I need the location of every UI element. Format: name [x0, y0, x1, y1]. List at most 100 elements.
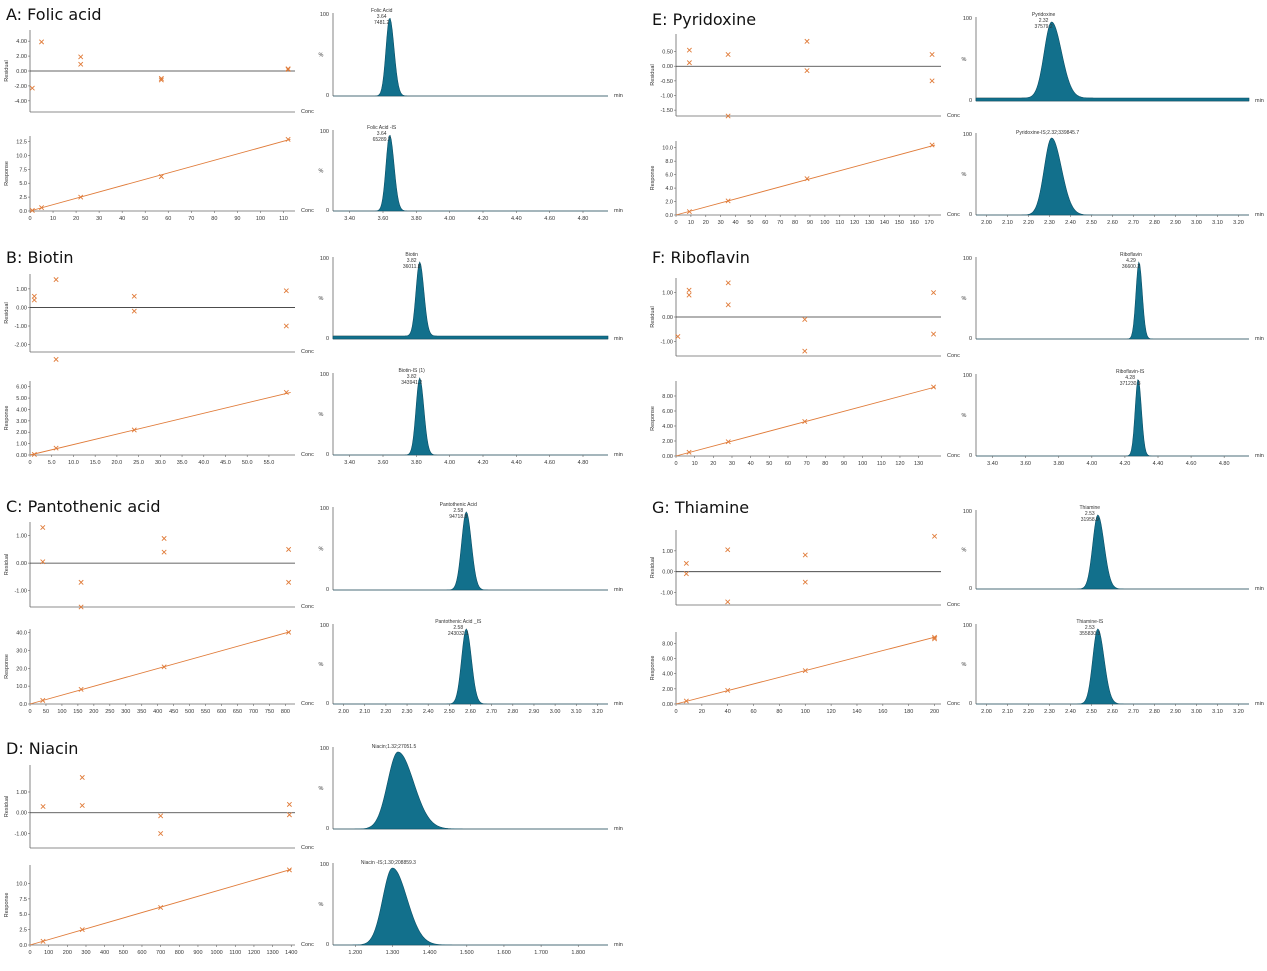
calibration-x-tick-label: 450 — [169, 709, 178, 715]
residual-y-tick-label: -2.00 — [14, 84, 27, 90]
calibration-x-tick-label: 15.0 — [90, 460, 101, 466]
chromatogram-peak — [333, 17, 608, 97]
chromatogram-100-label: 100 — [320, 12, 329, 18]
residual-y-tick-label: 1.00 — [662, 291, 673, 297]
chromatogram-x-tick-label: 3.00 — [1191, 709, 1202, 715]
chromatogram-x-tick-label: 2.50 — [444, 709, 455, 715]
calibration-x-tick-label: 500 — [119, 950, 128, 956]
chromatogram-peak-label: 3.64 — [377, 131, 387, 137]
chromatogram-x-tick-label: 3.20 — [1233, 709, 1244, 715]
calibration-x-tick-label: 10 — [50, 216, 56, 222]
chromatogram-time-unit: min — [1255, 453, 1264, 459]
calibration-x-tick-label: 900 — [193, 950, 202, 956]
calibration-x-tick-label: 800 — [175, 950, 184, 956]
chromatogram-x-tick-label: 2.70 — [1128, 709, 1139, 715]
chromatogram-time-unit: min — [614, 208, 623, 214]
calibration-point — [932, 636, 938, 642]
calibration-x-tick-label: 40 — [732, 220, 738, 226]
calibration-point — [932, 634, 938, 640]
residual-point — [78, 61, 84, 67]
chromatogram-peak-label: 343941.2 — [401, 380, 422, 386]
chromatogram-peak — [976, 137, 1249, 216]
residual-y-tick-label: 2.00 — [16, 54, 27, 60]
residual-point — [283, 288, 289, 294]
calibration-x-tick-label: 1000 — [210, 950, 222, 956]
chromatogram-0-label: 0 — [969, 212, 972, 218]
calibration-x-tick-label: 20.0 — [112, 460, 123, 466]
residual-point — [286, 546, 292, 552]
calibration-x-tick-label: 120 — [850, 220, 859, 226]
residual-point — [804, 38, 810, 44]
calibration-y-tick-label: 0.00 — [16, 453, 27, 459]
calibration-point — [40, 938, 46, 944]
chromatogram-peak-label: 243032.1 — [448, 631, 469, 637]
chromatogram-0-label: 0 — [326, 826, 329, 832]
chromatogram-peak — [333, 628, 608, 705]
chromatogram-x-tick-label: 2.50 — [1086, 709, 1097, 715]
calibration-point — [78, 686, 84, 692]
chromatogram-peak-label: Folic Acid -IS — [367, 125, 397, 131]
chromatogram-peak — [333, 867, 608, 946]
calibration-y-tick-label: 5.0 — [19, 181, 27, 187]
calibration-x-tick-label: 100 — [44, 950, 53, 956]
calibration-x-tick-label: 120 — [827, 709, 836, 715]
calibration-x-axis-label: Conc — [301, 452, 314, 458]
residual-point — [683, 560, 689, 566]
chromatogram-x-tick-label: 2.80 — [1149, 220, 1160, 226]
calibration-fit-line — [29, 631, 291, 705]
residual-point — [78, 579, 84, 585]
calibration-x-tick-label: 20 — [699, 709, 705, 715]
calibration-x-tick-label: 50 — [142, 216, 148, 222]
chromatogram-pct-label: % — [319, 412, 324, 418]
chromatogram-x-tick-label: 2.40 — [1065, 220, 1076, 226]
calibration-x-axis-label: Conc — [301, 942, 314, 948]
chromatogram-pct-label: % — [962, 172, 967, 178]
chromatogram-x-tick-label: 2.10 — [1002, 220, 1013, 226]
residual-point — [725, 113, 731, 119]
residual-point — [686, 47, 692, 53]
residual-point — [283, 323, 289, 329]
chromatogram-x-tick-label: 4.60 — [544, 460, 555, 466]
chromatogram-0-label: 0 — [969, 453, 972, 459]
chromatogram-peak-label: Riboflavin-IS — [1116, 369, 1145, 375]
residual-y-tick-label: -1.00 — [660, 94, 673, 100]
chromatogram-peak-label: Riboflavin — [1120, 252, 1142, 258]
residual-y-tick-label: 0.00 — [16, 811, 27, 817]
chromatogram-x-tick-label: 3.80 — [411, 460, 422, 466]
calibration-y-tick-label: 0.00 — [662, 702, 673, 708]
chromatogram-100-label: 100 — [320, 623, 329, 629]
chromatogram-peak-label: 7481.2 — [374, 20, 390, 26]
residual-point — [31, 297, 37, 303]
chromatogram-x-tick-label: 4.80 — [1219, 461, 1230, 467]
chromatogram-peak-label: 94718.8 — [449, 514, 467, 520]
chromatogram-x-tick-label: 1.600 — [497, 950, 511, 956]
calibration-y-tick-label: 10.0 — [16, 684, 27, 690]
chromatogram-x-tick-label: 3.60 — [378, 460, 389, 466]
chromatogram-100-label: 100 — [963, 132, 972, 138]
chromatogram-peak-label: Biotin-IS (1) — [398, 368, 425, 374]
chromatogram-0-label: 0 — [326, 452, 329, 458]
chromatogram-x-tick-label: 4.40 — [511, 216, 522, 222]
chromatogram-time-unit: min — [614, 701, 623, 707]
calibration-x-tick-label: 35.0 — [177, 460, 188, 466]
calibration-point — [686, 449, 692, 455]
chromatogram-x-tick-label: 3.40 — [987, 461, 998, 467]
chromatogram-x-tick-label: 4.00 — [444, 216, 455, 222]
residual-y-tick-label: 0.00 — [662, 64, 673, 70]
panel-title-c: C: Pantothenic acid — [6, 497, 161, 516]
chromatogram-x-tick-label: 2.80 — [507, 709, 518, 715]
chromatogram-100-label: 100 — [963, 16, 972, 22]
calibration-x-tick-label: 50.0 — [242, 460, 253, 466]
chromatogram-x-tick-label: 3.10 — [571, 709, 582, 715]
chromatogram-0-label: 0 — [969, 336, 972, 342]
calibration-x-tick-label: 60 — [750, 709, 756, 715]
chromatogram-peak-label: 4.29 — [1126, 258, 1136, 264]
calibration-point — [683, 698, 689, 704]
chromatogram-x-tick-label: 1.500 — [460, 950, 474, 956]
calibration-x-tick-label: 20 — [710, 461, 716, 467]
residual-x-axis-label: Conc — [301, 349, 314, 355]
chromatogram-x-tick-label: 4.40 — [1153, 461, 1164, 467]
chromatogram-x-tick-label: 3.60 — [378, 216, 389, 222]
residual-point — [161, 549, 167, 555]
